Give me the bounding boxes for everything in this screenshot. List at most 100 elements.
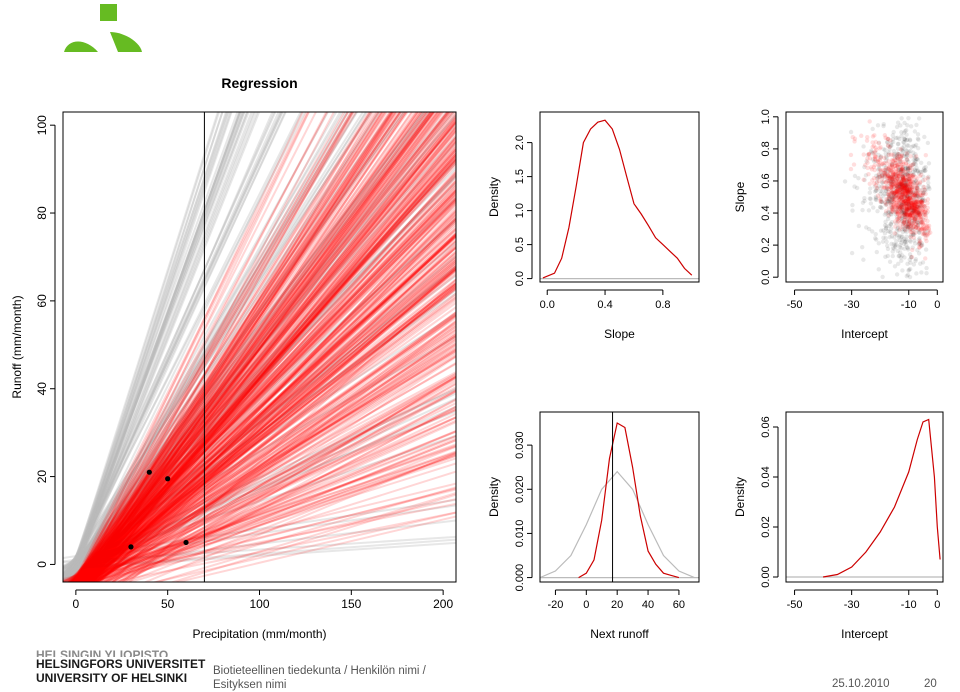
prior-sample-point [899,147,904,153]
posterior-sample-point [878,198,883,203]
posterior-line [63,502,456,582]
prior-sample-point [899,202,904,207]
posterior-line [73,159,456,582]
university-name-sv: HELSINGFORS UNIVERSITET [36,657,206,671]
prior-sample-point [907,238,913,243]
posterior-line [92,119,456,582]
posterior-sample-point [910,213,916,218]
prior-sample-point [899,167,904,173]
prior-sample-point [883,219,888,225]
posterior-line [71,159,456,582]
posterior-line [87,112,408,582]
posterior-sample-point [892,231,897,236]
prior-sample-point [889,182,894,187]
posterior-sample-point [910,214,916,220]
posterior-line [80,281,456,582]
posterior-sample-point [877,167,883,172]
posterior-sample-point [890,152,896,158]
prior-sample-point [896,190,902,196]
prior-sample-point [896,151,902,157]
posterior-sample-point [888,191,893,197]
posterior-sample-point [887,185,893,190]
posterior-line [74,190,456,582]
posterior-sample-point [913,221,918,227]
posterior-sample-point [872,167,877,173]
posterior-sample-point [902,188,907,194]
posterior-sample-point [900,182,905,188]
posterior-sample-point [913,200,919,205]
posterior-sample-point [916,225,921,231]
posterior-sample-point [913,199,919,205]
posterior-line [85,112,456,582]
prior-sample-point [910,205,916,211]
prior-sample-point [876,267,881,272]
posterior-line [73,362,456,582]
posterior-sample-point [912,209,917,214]
posterior-sample-point [904,206,909,212]
x-tick-label: -10 [901,599,917,611]
prior-sample-point [912,168,918,174]
posterior-sample-point [925,218,930,224]
prior-sample-point [883,188,889,194]
posterior-sample-point [902,188,907,193]
posterior-line [74,112,443,582]
prior-sample-point [921,184,926,189]
prior-sample-point [900,238,905,243]
posterior-sample-point [925,200,930,206]
prior-sample-point [896,253,901,259]
prior-sample-point [899,210,904,215]
red-density-line [822,418,941,578]
prior-sample-point [904,137,909,143]
posterior-sample-point [905,211,910,217]
posterior-sample-point [910,205,915,211]
posterior-sample-point [897,194,902,200]
posterior-sample-point [874,176,880,181]
posterior-sample-point [923,207,929,213]
prior-sample-point [910,209,915,215]
prior-line [63,135,456,579]
posterior-sample-point [921,223,926,228]
posterior-sample-point [903,193,908,198]
posterior-sample-point [920,192,925,197]
department-block: Biotieteellinen tiedekunta / Henkilön ni… [213,664,426,692]
posterior-sample-point [897,187,903,192]
posterior-sample-point [923,236,928,241]
posterior-sample-point [893,166,899,171]
prior-sample-point [909,185,914,190]
prior-sample-point [907,224,912,229]
prior-sample-point [898,209,904,214]
prior-sample-point [895,151,900,156]
prior-sample-point [901,180,907,186]
posterior-sample-point [897,196,903,202]
prior-sample-point [917,169,923,175]
posterior-sample-point [896,192,901,197]
posterior-sample-point [900,166,906,171]
prior-sample-point [894,124,900,130]
posterior-line [75,112,388,582]
posterior-sample-point [897,157,902,163]
posterior-sample-point [876,162,881,167]
posterior-line [72,112,308,582]
posterior-line [81,268,456,582]
posterior-sample-point [904,203,909,209]
posterior-sample-point [896,172,901,177]
posterior-line [93,268,456,582]
posterior-line [104,319,456,582]
posterior-sample-point [880,185,885,190]
posterior-sample-point [903,186,908,191]
posterior-line [127,278,456,582]
prior-sample-point [869,148,874,153]
posterior-line [93,355,456,582]
posterior-sample-point [911,161,916,167]
posterior-sample-point [900,189,905,195]
posterior-line [69,197,456,582]
prior-sample-point [876,172,881,177]
posterior-sample-point [852,139,857,144]
prior-sample-point [885,143,891,149]
posterior-line [85,145,456,582]
prior-sample-point [900,223,906,228]
posterior-sample-point [911,198,916,203]
posterior-sample-point [905,188,910,194]
prior-sample-point [885,199,891,204]
posterior-sample-point [911,220,916,225]
